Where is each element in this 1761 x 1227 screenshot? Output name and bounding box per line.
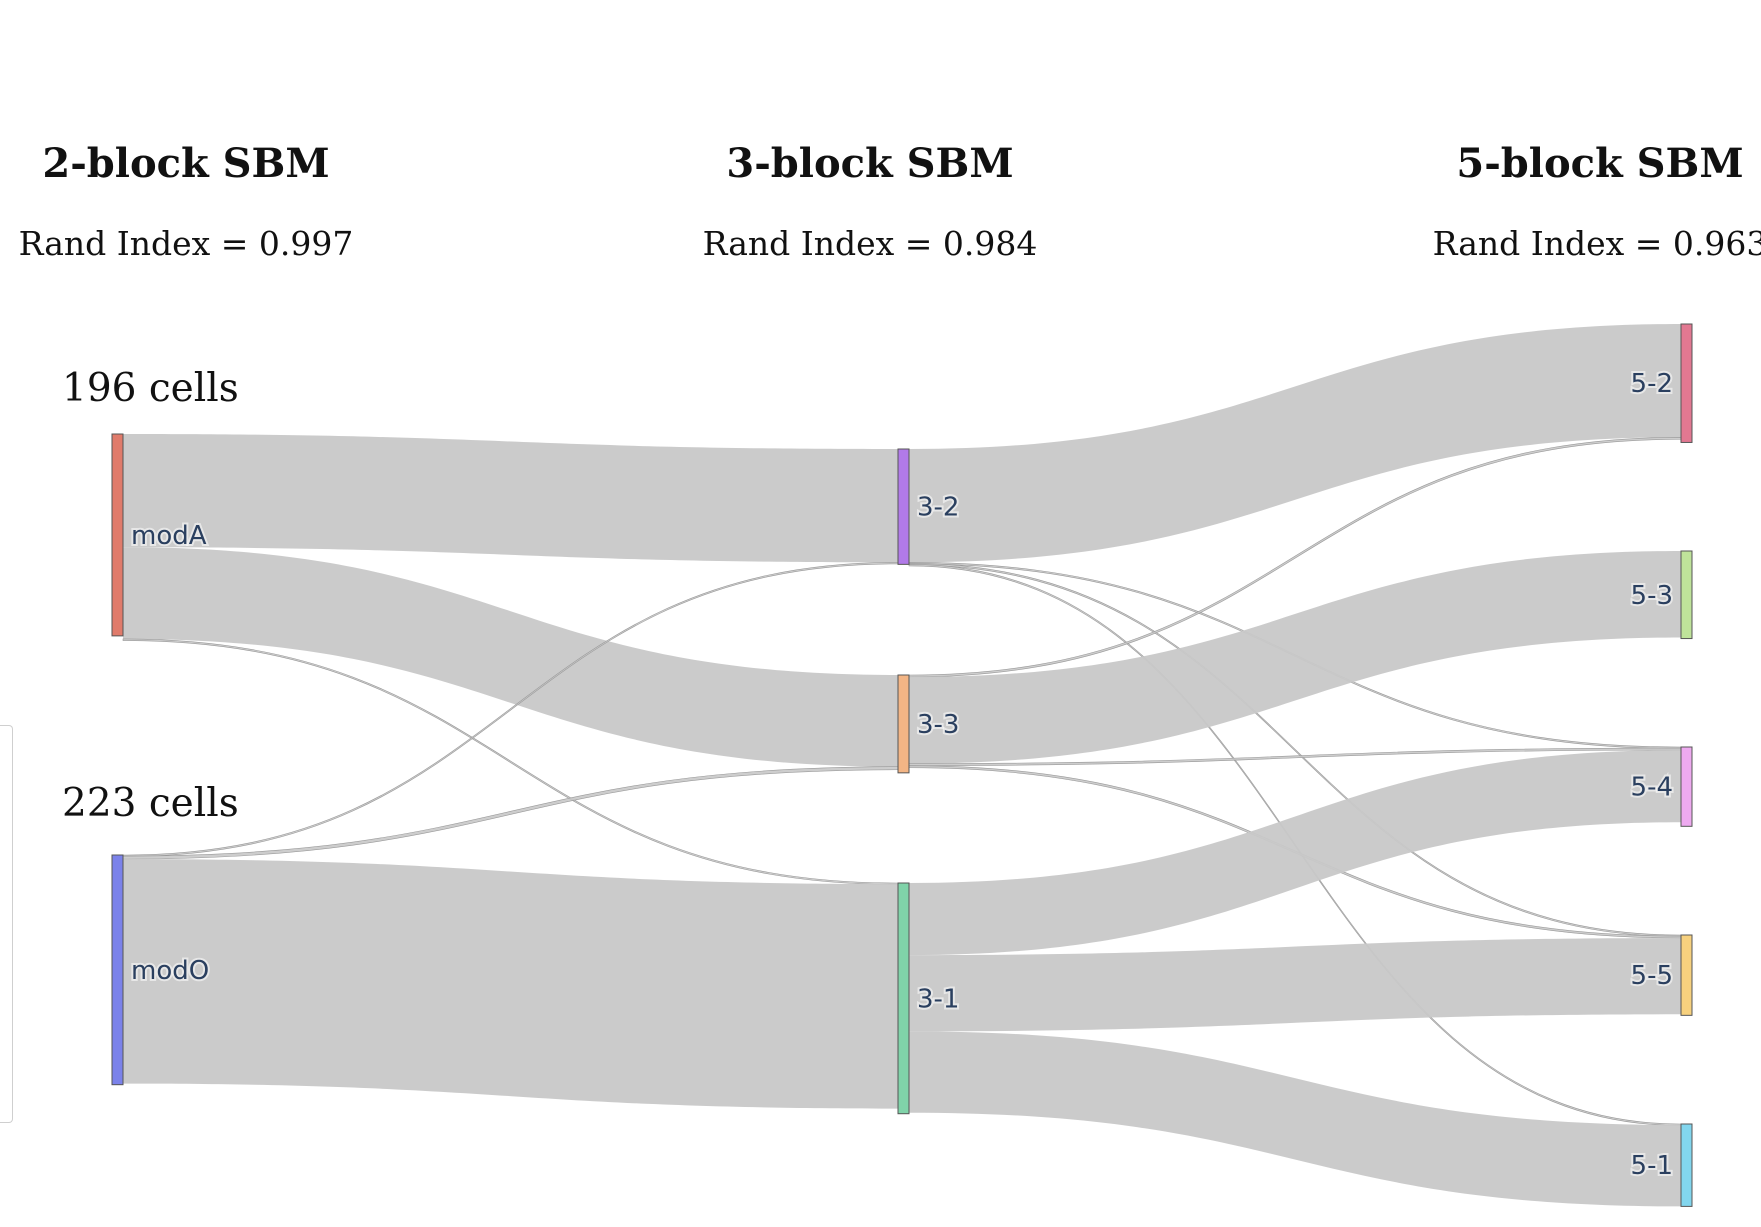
- node-label-5-2: 5-2: [1631, 369, 1673, 399]
- node-5-4[interactable]: [1680, 746, 1693, 827]
- column-title-2-block: 2-block SBM: [42, 140, 330, 187]
- flow-moda-to-3-2[interactable]: [123, 434, 898, 563]
- node-label-3-3: 3-3: [917, 710, 959, 740]
- flow-3-2-to-5-2[interactable]: [909, 324, 1681, 563]
- node-label-moda: modA: [131, 521, 207, 551]
- rand-index-3-block: Rand Index = 0.984: [702, 224, 1038, 263]
- node-5-1[interactable]: [1680, 1123, 1693, 1207]
- flow-3-1-to-5-1[interactable]: [909, 1031, 1681, 1207]
- flow-moda-to-3-3[interactable]: [123, 547, 898, 767]
- node-label-5-5: 5-5: [1631, 961, 1673, 991]
- side-panel-edge: [0, 725, 13, 1123]
- node-3-2[interactable]: [897, 448, 910, 565]
- node-label-3-1: 3-1: [917, 984, 959, 1014]
- node-modo[interactable]: [111, 854, 124, 1086]
- node-label-modo: modO: [131, 956, 209, 986]
- node-label-3-2: 3-2: [917, 493, 959, 523]
- node-moda[interactable]: [111, 433, 124, 637]
- flow-3-3-to-5-3[interactable]: [909, 551, 1681, 764]
- nodes-layer: [111, 323, 1693, 1207]
- links-layer: [122, 324, 1682, 1207]
- node-3-1[interactable]: [897, 882, 910, 1115]
- node-5-5[interactable]: [1680, 934, 1693, 1016]
- cell-count-moda: 196 cells: [62, 366, 239, 411]
- node-5-3[interactable]: [1680, 550, 1693, 640]
- flow-3-1-to-5-5[interactable]: [909, 938, 1681, 1032]
- node-label-5-1: 5-1: [1631, 1151, 1673, 1181]
- rand-index-2-block: Rand Index = 0.997: [18, 224, 354, 263]
- flow-modo-to-3-1[interactable]: [123, 859, 898, 1109]
- column-title-3-block: 3-block SBM: [726, 140, 1014, 187]
- node-label-5-4: 5-4: [1631, 773, 1673, 803]
- column-title-5-block: 5-block SBM: [1456, 140, 1744, 187]
- node-label-5-3: 5-3: [1631, 581, 1673, 611]
- cell-count-modo: 223 cells: [62, 781, 239, 826]
- node-3-3[interactable]: [897, 674, 910, 774]
- rand-index-5-block: Rand Index = 0.963: [1432, 224, 1761, 263]
- flow-3-1-to-5-4[interactable]: [909, 750, 1681, 956]
- node-5-2[interactable]: [1680, 323, 1693, 443]
- node-labels-layer: modA modO 3-2 3-3 3-1 5-2 5-3 5-4 5-5 5-1: [129, 367, 1675, 1183]
